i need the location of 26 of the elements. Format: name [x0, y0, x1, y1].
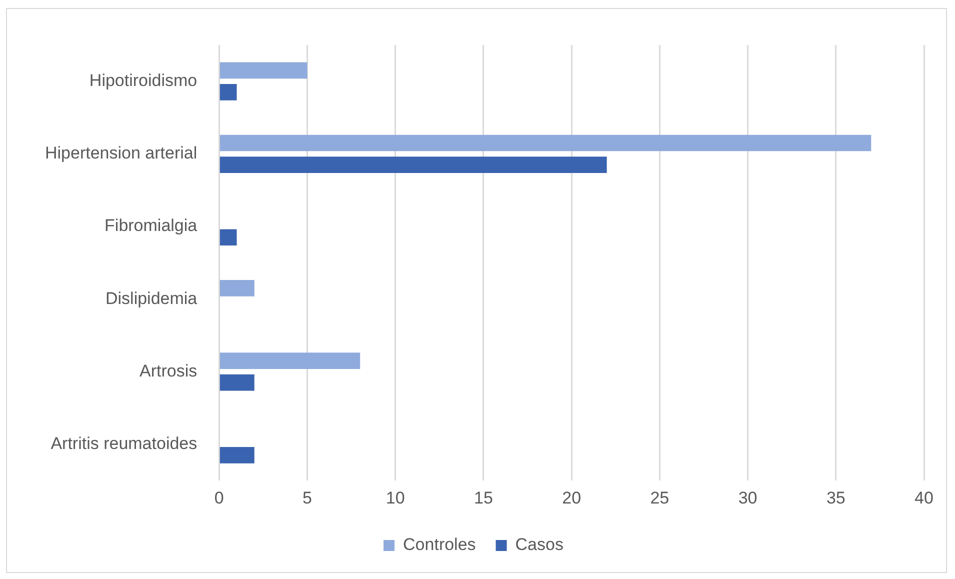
legend-label: Casos	[515, 535, 564, 554]
y-tick-label: Dislipidemia	[105, 288, 198, 308]
y-tick-label: Artrosis	[140, 361, 198, 380]
x-tick-label: 10	[386, 488, 405, 508]
y-tick-label: Fibromialgia	[104, 216, 198, 236]
x-tick-label: 25	[650, 488, 670, 508]
x-tick-label: 5	[302, 488, 312, 508]
y-tick-label: Hipotiroidismo	[89, 70, 198, 90]
x-tick-label: 15	[474, 488, 493, 508]
bar	[220, 374, 254, 391]
bar	[220, 156, 607, 173]
y-tick-label: Artritis reumatoides	[50, 434, 198, 453]
y-tick-label: Hipertension arterial	[44, 144, 198, 163]
bar	[220, 352, 360, 369]
legend-label: Controles	[403, 535, 476, 554]
x-tick-label: 35	[826, 488, 846, 508]
bar	[220, 229, 237, 246]
x-tick-label: 30	[738, 488, 758, 508]
x-tick-label: 0	[214, 488, 224, 508]
bar	[220, 62, 308, 79]
x-tick-label: 20	[562, 488, 582, 508]
bar	[220, 280, 254, 296]
bar	[220, 447, 254, 464]
bar	[220, 84, 237, 100]
x-tick-label: 40	[914, 488, 934, 508]
bar	[220, 134, 872, 152]
